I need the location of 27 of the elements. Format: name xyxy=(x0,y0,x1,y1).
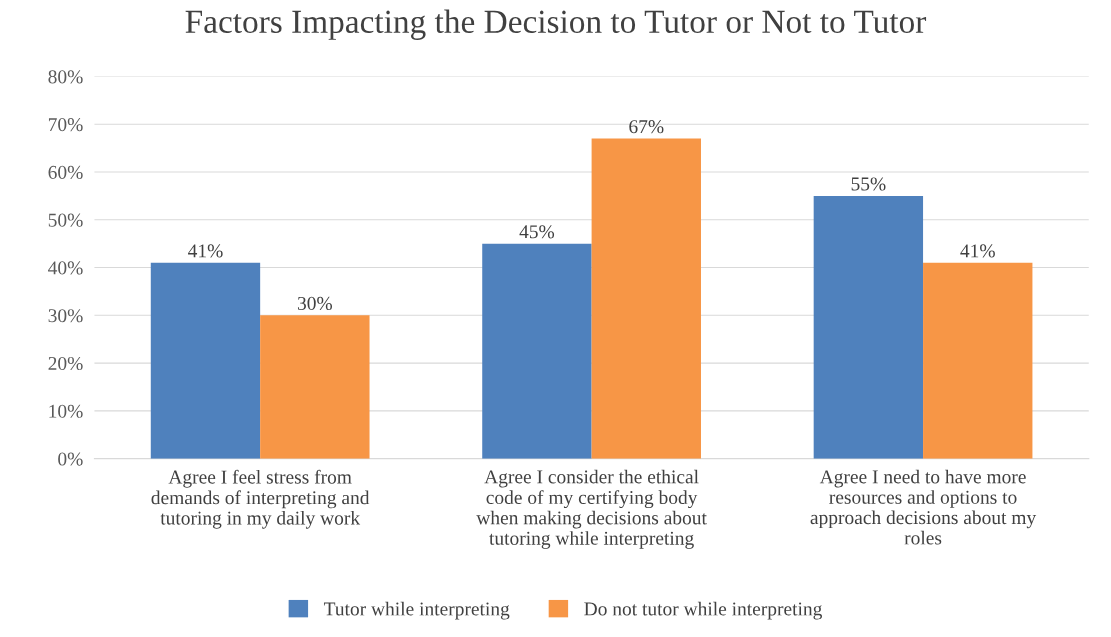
y-tick-label: 0% xyxy=(58,452,83,466)
data-label: 67% xyxy=(629,120,664,134)
y-tick-label: 60% xyxy=(48,165,83,179)
y-tick-label: 20% xyxy=(48,356,83,371)
y-tick-label: 80% xyxy=(48,70,83,84)
data-label: 45% xyxy=(519,225,555,239)
legend-label: Tutor while interpreting xyxy=(323,601,510,620)
bar xyxy=(923,262,1033,459)
data-label: 55% xyxy=(851,177,886,191)
data-label: 41% xyxy=(960,244,995,258)
legend-label: Do not tutor while interpreting xyxy=(584,601,822,620)
y-tick-label: 70% xyxy=(48,118,83,132)
y-tick-label: 10% xyxy=(49,404,83,418)
x-tick-label: Agree I need to have more resources and options to approach decisions about my roles xyxy=(810,469,1037,545)
x-tick-label: Agree I consider the ethical code of my certifying body when making decisions about tutoring while interpreting xyxy=(476,469,707,549)
data-label: 30% xyxy=(297,296,333,311)
chart-title: Factors Impacting the Decision to Tutor or Not to Tutor xyxy=(185,9,927,40)
bar xyxy=(150,262,261,459)
bar xyxy=(813,195,924,459)
data-label: 41% xyxy=(188,244,223,258)
bar xyxy=(591,138,701,459)
y-tick-label: 50% xyxy=(48,213,83,227)
bar xyxy=(260,315,370,459)
x-tick-label: Agree I feel stress from demands of interpreting and tutoring in my daily work xyxy=(151,469,370,529)
y-tick-label: 40% xyxy=(48,261,83,275)
bar xyxy=(482,243,592,459)
y-tick-label: 30% xyxy=(48,309,83,323)
